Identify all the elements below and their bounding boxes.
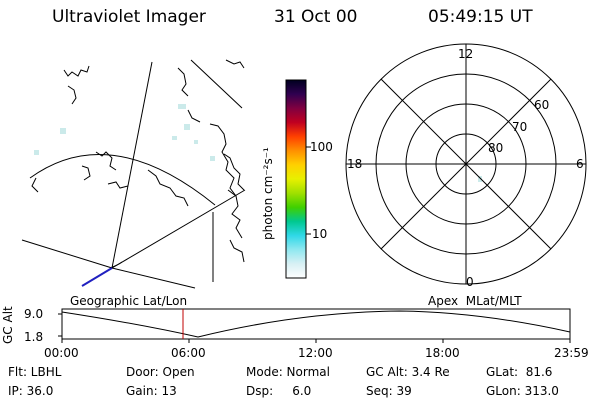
lat-label-70: 70 [512,120,528,134]
date-label: 31 Oct 00 [274,7,358,27]
colorbar-unit-label: photon cm⁻²s⁻¹ [261,147,275,240]
emission-patches [34,104,482,182]
colorbar [285,79,311,279]
apex-panel-label: Apex MLat/MLT [428,294,522,308]
meridian-line-3 [111,189,246,269]
seq-status: Seq: 39 [366,384,412,398]
colorbar-tick-label: 10 [312,227,328,241]
geographic-map [21,59,246,289]
altitude-curve [61,310,571,338]
polar-grid [345,43,587,285]
meridian-line-4 [21,239,113,269]
limb-line [81,267,113,287]
colorbar-tick-label: 100 [310,140,333,154]
meridian-line-2 [190,59,243,109]
altitude-xtick-label: 23:59 [554,346,589,360]
glat-status: GLat: 81.6 [486,365,553,379]
altitude-ytick-label: 1.8 [24,330,44,344]
meridian-line [111,61,153,269]
instrument-title: Ultraviolet Imager [52,7,206,27]
mlt-label-12: 12 [458,47,474,61]
filter-status: Flt: LBHL [8,365,62,379]
time-label: 05:49:15 UT [428,7,533,27]
mlt-label-6: 6 [576,157,584,171]
dsp-status: Dsp: 6.0 [246,384,312,398]
altitude-strip [58,308,571,343]
polar-diagonal-2 [380,78,552,250]
geographic-panel-label: Geographic Lat/Lon [70,294,188,308]
gc-alt-status: GC Alt: 3.4 Re [366,365,450,379]
lat-label-80: 80 [488,141,504,155]
coastlines [31,59,245,263]
mode-status: Mode: Normal [246,365,330,379]
altitude-xtick-label: 06:00 [171,346,206,360]
altitude-xtick-label: 18:00 [425,346,460,360]
mlt-label-18: 18 [347,157,363,171]
gain-status: Gain: 13 [126,384,177,398]
glon-status: GLon: 313.0 [486,384,559,398]
altitude-ytick-label: 9.0 [24,307,44,321]
altitude-frame [61,308,571,340]
latitude-circle [29,153,216,206]
mlt-label-0: 0 [466,275,474,289]
ip-status: IP: 36.0 [8,384,54,398]
lat-label-60: 60 [534,98,550,112]
altitude-xtick-label: 00:00 [44,346,79,360]
colorbar-gradient [285,79,307,279]
altitude-ylabel: GC Alt [1,306,15,344]
door-status: Door: Open [126,365,195,379]
meridian-line-5 [111,267,196,289]
altitude-xtick-label: 12:00 [298,346,333,360]
